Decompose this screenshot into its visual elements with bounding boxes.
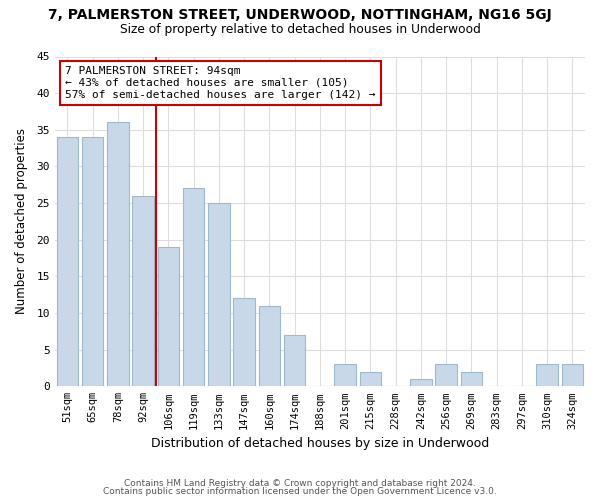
- Bar: [259, 306, 280, 386]
- Bar: [82, 137, 103, 386]
- Text: Size of property relative to detached houses in Underwood: Size of property relative to detached ho…: [119, 22, 481, 36]
- Bar: [107, 122, 128, 386]
- Text: Contains HM Land Registry data © Crown copyright and database right 2024.: Contains HM Land Registry data © Crown c…: [124, 478, 476, 488]
- Bar: [334, 364, 356, 386]
- Bar: [436, 364, 457, 386]
- Bar: [183, 188, 205, 386]
- Text: 7, PALMERSTON STREET, UNDERWOOD, NOTTINGHAM, NG16 5GJ: 7, PALMERSTON STREET, UNDERWOOD, NOTTING…: [48, 8, 552, 22]
- Bar: [56, 137, 78, 386]
- Bar: [233, 298, 255, 386]
- Bar: [410, 379, 431, 386]
- X-axis label: Distribution of detached houses by size in Underwood: Distribution of detached houses by size …: [151, 437, 489, 450]
- Bar: [158, 247, 179, 386]
- Text: 7 PALMERSTON STREET: 94sqm
← 43% of detached houses are smaller (105)
57% of sem: 7 PALMERSTON STREET: 94sqm ← 43% of deta…: [65, 66, 376, 100]
- Y-axis label: Number of detached properties: Number of detached properties: [15, 128, 28, 314]
- Bar: [133, 196, 154, 386]
- Bar: [359, 372, 381, 386]
- Bar: [284, 335, 305, 386]
- Bar: [461, 372, 482, 386]
- Text: Contains public sector information licensed under the Open Government Licence v3: Contains public sector information licen…: [103, 487, 497, 496]
- Bar: [536, 364, 558, 386]
- Bar: [562, 364, 583, 386]
- Bar: [208, 203, 230, 386]
